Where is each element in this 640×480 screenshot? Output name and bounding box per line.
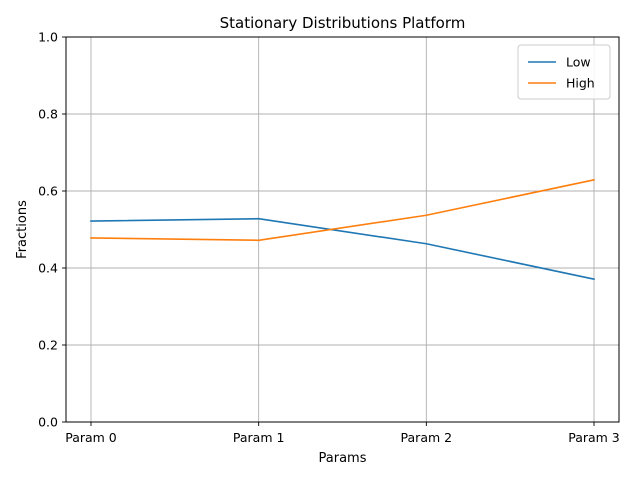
- x-axis-label: Params: [319, 451, 367, 466]
- chart-title: Stationary Distributions Platform: [220, 14, 466, 32]
- legend-box: [517, 44, 611, 100]
- y-tick-label: 0.2: [38, 338, 58, 353]
- plot-frame: [65, 36, 620, 423]
- x-tick-label: Param 0: [65, 430, 117, 445]
- series-line-high: [90, 178, 595, 242]
- legend: Low High: [517, 44, 611, 100]
- x-tick-label: Param 1: [233, 430, 285, 445]
- legend-label-high: High: [566, 76, 595, 91]
- y-tick-label: 0.4: [38, 261, 58, 276]
- y-tick-label: 0.0: [38, 415, 58, 430]
- y-tick-label: 0.6: [38, 184, 58, 199]
- y-axis-label: Fractions: [15, 200, 30, 259]
- legend-label-low: Low: [566, 55, 591, 70]
- y-tick-label: 1.0: [38, 30, 58, 45]
- x-tick-label: Param 2: [401, 430, 453, 445]
- series-line-low: [90, 217, 595, 281]
- tick-layer: Param 0 Param 1 Param 2 Param 3 0.0 0.2 0.4 0.6…: [38, 30, 620, 446]
- x-tick-label: Param 3: [568, 430, 620, 445]
- series-layer: [90, 178, 595, 281]
- y-tick-label: 0.8: [38, 107, 58, 122]
